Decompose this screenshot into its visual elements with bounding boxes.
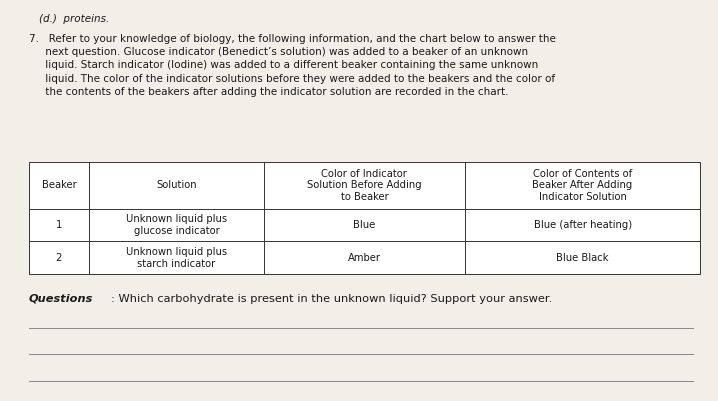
Text: Color of Contents of
Beaker After Adding
Indicator Solution: Color of Contents of Beaker After Adding… — [533, 169, 633, 202]
Text: Solution: Solution — [156, 180, 197, 190]
Text: Blue Black: Blue Black — [556, 253, 609, 263]
Text: Color of Indicator
Solution Before Adding
to Beaker: Color of Indicator Solution Before Addin… — [307, 169, 421, 202]
Text: Blue: Blue — [353, 220, 376, 230]
Text: 1: 1 — [56, 220, 62, 230]
Text: Amber: Amber — [348, 253, 381, 263]
Text: Questions: Questions — [29, 294, 93, 304]
Bar — [29, 162, 700, 274]
Text: (d.)  proteins.: (d.) proteins. — [39, 14, 110, 24]
Bar — [29, 162, 700, 274]
Text: Unknown liquid plus
glucose indicator: Unknown liquid plus glucose indicator — [126, 214, 227, 236]
Text: Blue (after heating): Blue (after heating) — [533, 220, 632, 230]
Text: : Which carbohydrate is present in the unknown liquid? Support your answer.: : Which carbohydrate is present in the u… — [111, 294, 553, 304]
Text: 7.   Refer to your knowledge of biology, the following information, and the char: 7. Refer to your knowledge of biology, t… — [29, 34, 556, 97]
Text: Beaker: Beaker — [42, 180, 76, 190]
Text: 2: 2 — [56, 253, 62, 263]
Text: Unknown liquid plus
starch indicator: Unknown liquid plus starch indicator — [126, 247, 227, 269]
